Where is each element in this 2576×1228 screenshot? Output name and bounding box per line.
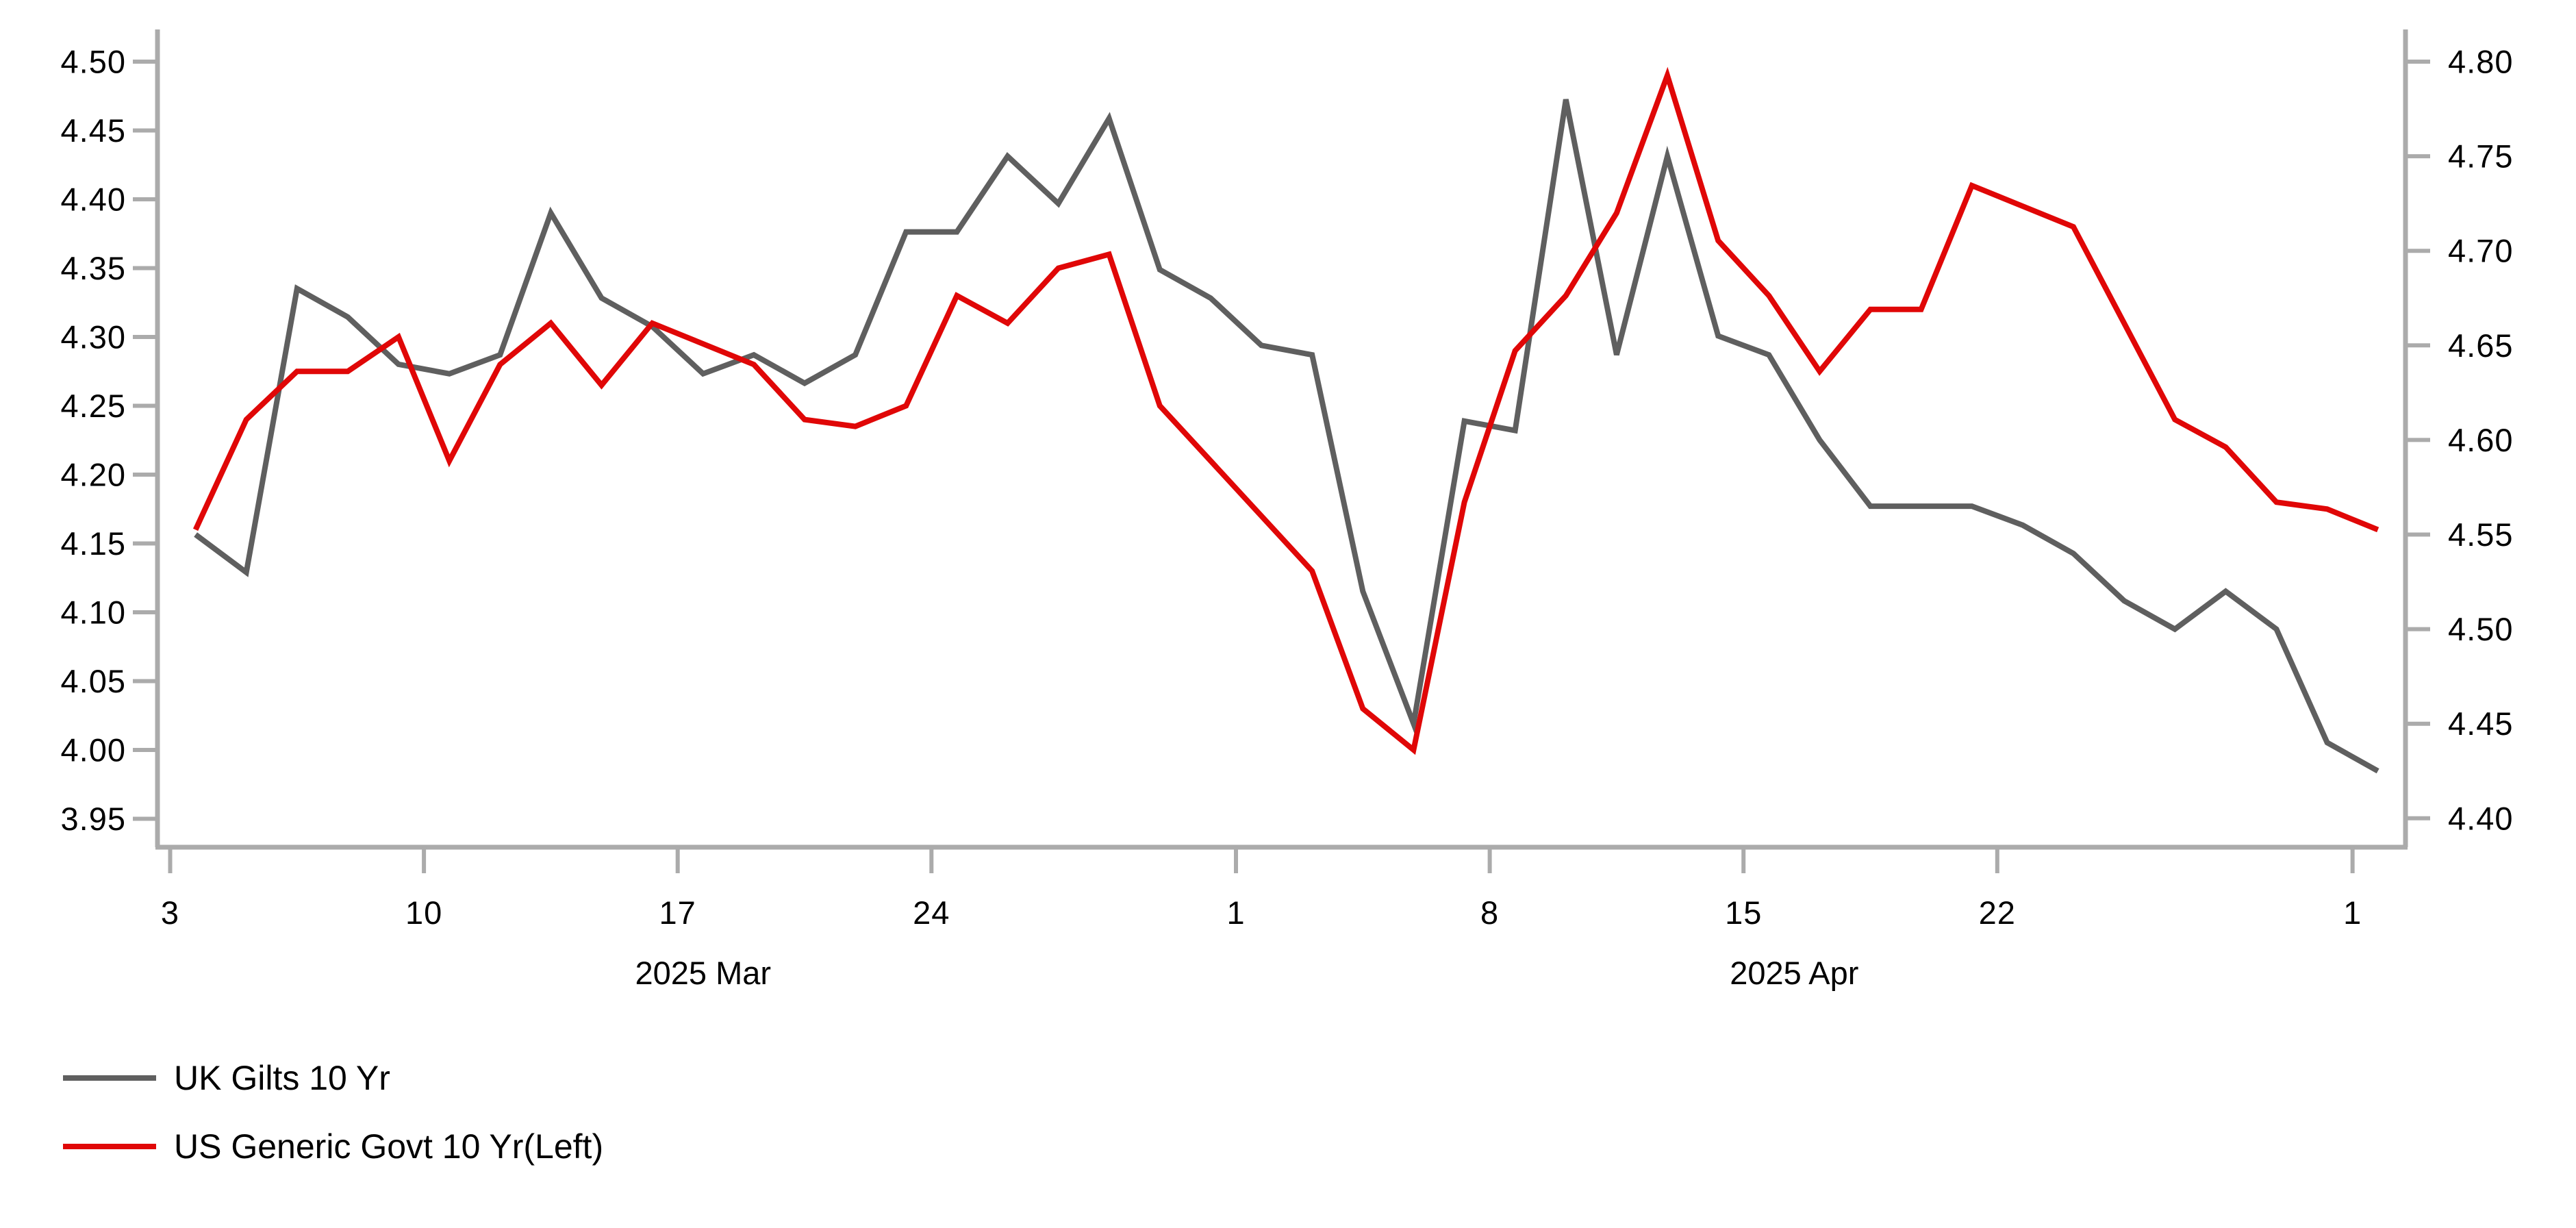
us-generic-govt-10yr-line: [192, 66, 2379, 755]
x-axis-tick-label: 8: [1480, 894, 1499, 931]
y-axis-right-tick-label: 4.40: [2448, 800, 2513, 836]
x-axis-month-label: 2025 Apr: [1730, 955, 1858, 991]
uk-gilts-line-swatch: [63, 1075, 156, 1081]
us-govt-line-swatch: [63, 1144, 156, 1149]
y-axis-left-tick-label: 4.30: [61, 318, 126, 355]
x-axis-tick-label: 3: [161, 894, 179, 931]
x-axis-tick-label: 22: [1979, 894, 2016, 931]
y-axis-right-tick-label: 4.80: [2448, 43, 2513, 79]
x-axis-tick-label: 24: [913, 894, 950, 931]
y-axis-right-tick-label: 4.55: [2448, 516, 2513, 553]
x-axis-tick-label: 15: [1725, 894, 1762, 931]
legend-item-us-govt: US Generic Govt 10 Yr(Left): [63, 1122, 603, 1171]
y-axis-right-tick-label: 4.50: [2448, 611, 2513, 647]
y-axis-left-tick-label: 4.05: [61, 663, 126, 699]
y-axis-left-tick-label: 3.95: [61, 801, 126, 837]
chart-legend: UK Gilts 10 Yr US Generic Govt 10 Yr(Lef…: [63, 1053, 603, 1190]
y-axis-left-tick-label: 4.15: [61, 525, 126, 562]
y-axis-right-tick-label: 4.45: [2448, 705, 2513, 742]
y-axis-left-tick-label: 4.20: [61, 456, 126, 492]
y-axis-left-tick-label: 4.35: [61, 250, 126, 286]
y-axis-left-tick-label: 4.10: [61, 594, 126, 630]
legend-item-uk-gilts: UK Gilts 10 Yr: [63, 1053, 603, 1103]
y-axis-right-tick-label: 4.75: [2448, 138, 2513, 175]
legend-label-uk-gilts: UK Gilts 10 Yr: [174, 1059, 390, 1097]
legend-label-us-govt: US Generic Govt 10 Yr(Left): [174, 1127, 604, 1166]
y-axis-right-tick-label: 4.65: [2448, 327, 2513, 364]
y-axis-left-tick-label: 4.40: [61, 181, 126, 217]
x-axis-tick-label: 17: [659, 894, 696, 931]
uk-gilts-10yr-line: [194, 99, 2379, 774]
y-axis-right-tick-label: 4.70: [2448, 233, 2513, 269]
x-axis-month-label: 2025 Mar: [635, 955, 771, 991]
y-axis-left-tick-label: 4.50: [61, 43, 126, 79]
x-axis-tick-label: 1: [2343, 894, 2362, 931]
y-axis-right-tick-label: 4.60: [2448, 422, 2513, 458]
x-axis-tick-label: 1: [1226, 894, 1245, 931]
y-axis-left-tick-label: 4.00: [61, 731, 126, 768]
y-axis-left-tick-label: 4.25: [61, 388, 126, 424]
y-axis-left-tick-label: 4.45: [61, 112, 126, 149]
x-axis-tick-label: 10: [405, 894, 442, 931]
